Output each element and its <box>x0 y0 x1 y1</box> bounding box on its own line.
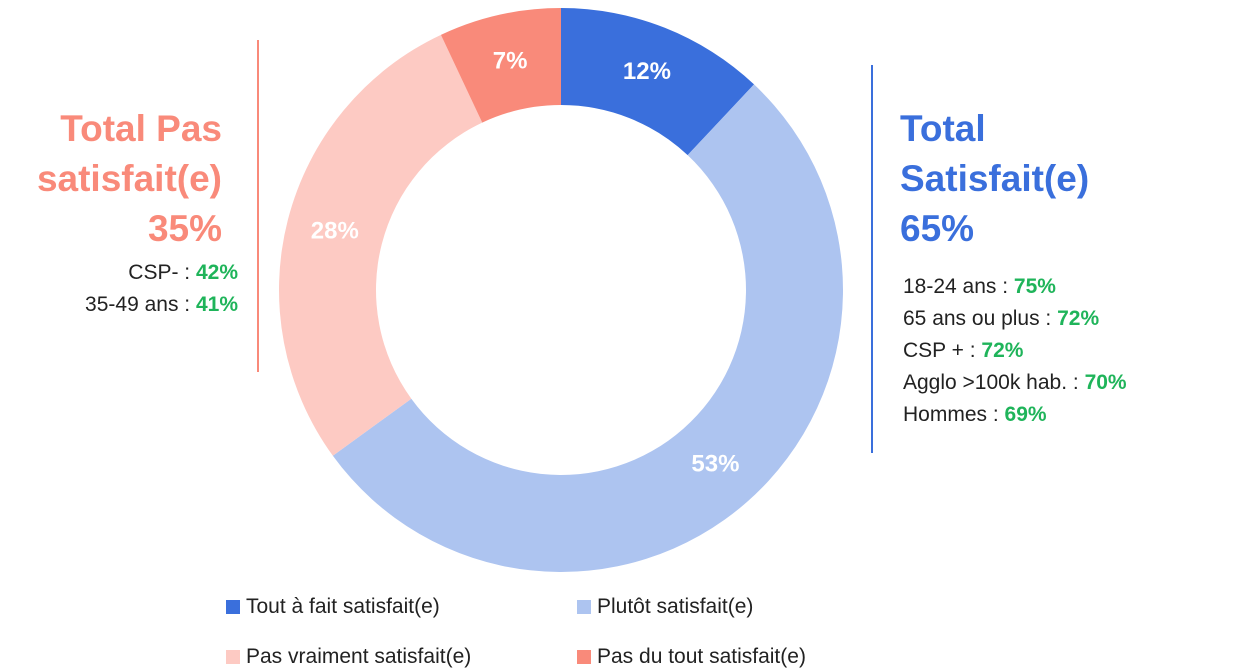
detail-row: 18-24 ans : 75% <box>903 271 1127 303</box>
legend-item: Tout à fait satisfait(e) <box>226 595 440 619</box>
slice-label: 12% <box>623 58 671 85</box>
donut-slice <box>332 84 844 573</box>
detail-value: 72% <box>981 339 1024 362</box>
annotation-title: Total Pas satisfait(e) <box>36 108 222 199</box>
legend-label: Plutôt satisfait(e) <box>597 595 754 618</box>
legend-swatch <box>226 600 240 614</box>
annotation-title: Total Satisfait(e) <box>900 108 1090 199</box>
detail-label: Hommes : <box>903 403 999 426</box>
donut-slice <box>561 8 755 156</box>
legend-swatch <box>226 650 240 664</box>
annotation-value: 35% <box>147 208 222 249</box>
detail-label: 65 ans ou plus : <box>903 307 1052 330</box>
detail-row: Agglo >100k hab. : 70% <box>903 367 1127 399</box>
legend-item: Pas vraiment satisfait(e) <box>226 645 471 669</box>
details: 18-24 ans : 75% 65 ans ou plus : 72% CSP +… <box>903 271 1127 431</box>
detail-label: 35-49 ans : <box>85 293 191 316</box>
slice-label: 53% <box>691 450 739 477</box>
donut-slice <box>440 8 561 123</box>
detail-value: 70% <box>1084 371 1127 394</box>
detail-label: CSP- : <box>128 261 191 284</box>
detail-value: 42% <box>195 261 238 284</box>
legend-swatch <box>577 650 591 664</box>
details: CSP- : 42% 35-49 ans : 41% <box>85 257 238 321</box>
detail-label: 18-24 ans : <box>903 275 1009 298</box>
donut-slice <box>278 34 483 456</box>
legend-label: Pas du tout satisfait(e) <box>597 645 806 668</box>
detail-row: 65 ans ou plus : 72% <box>903 303 1127 335</box>
legend-swatch <box>577 600 591 614</box>
detail-row: CSP- : 42% <box>85 257 238 289</box>
annotation-value: 65% <box>900 208 975 249</box>
legend-item: Plutôt satisfait(e) <box>577 595 753 619</box>
slice-label: 7% <box>493 47 528 74</box>
legend-item: Pas du tout satisfait(e) <box>577 645 806 669</box>
detail-value: 72% <box>1057 307 1100 330</box>
detail-row: 35-49 ans : 41% <box>85 289 238 321</box>
divider <box>871 65 873 453</box>
slice-label: 28% <box>311 217 359 244</box>
detail-value: 41% <box>195 293 238 316</box>
detail-label: Agglo >100k hab. : <box>903 371 1079 394</box>
detail-row: CSP + : 72% <box>903 335 1127 367</box>
detail-value: 75% <box>1013 275 1056 298</box>
detail-row: Hommes : 69% <box>903 399 1127 431</box>
divider <box>257 40 259 372</box>
legend-label: Pas vraiment satisfait(e) <box>246 645 472 668</box>
legend-label: Tout à fait satisfait(e) <box>246 595 440 618</box>
detail-value: 69% <box>1004 403 1047 426</box>
detail-label: CSP + : <box>903 339 976 362</box>
